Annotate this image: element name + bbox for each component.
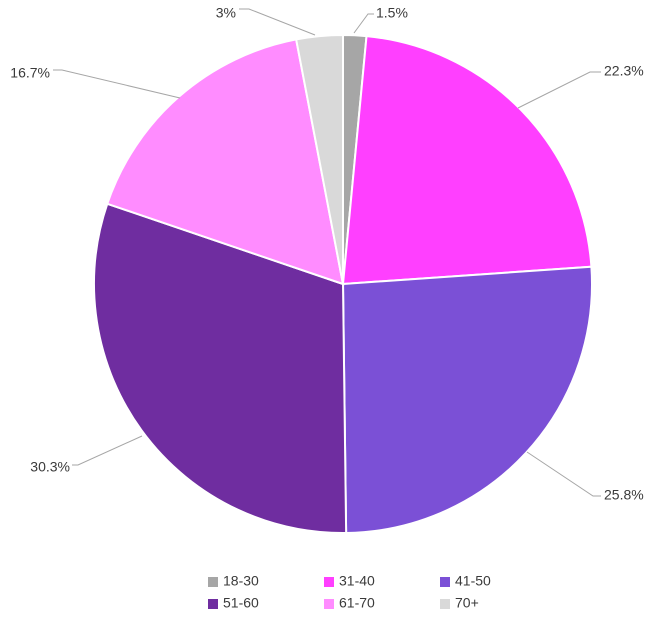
- pie-slice-41-50: [341, 265, 593, 534]
- data-label-70-plus: 3%: [216, 5, 236, 21]
- data-label-18-30: 1.5%: [376, 5, 408, 21]
- legend-item-70-plus: 70+: [440, 595, 479, 611]
- legend-swatch-61-70: [324, 599, 334, 609]
- legend-swatch-31-40: [324, 577, 334, 587]
- legend-label-70-plus: 70+: [455, 595, 479, 611]
- legend-swatch-51-60: [208, 599, 218, 609]
- legend-item-41-50: 41-50: [440, 573, 491, 589]
- leader-line-70-plus: [239, 8, 316, 36]
- pie-slice-31-40: [341, 35, 593, 286]
- legend-label-51-60: 51-60: [223, 595, 259, 611]
- legend: 18-30 31-40 41-50 51-60 61-70 70+: [208, 573, 491, 611]
- data-label-61-70: 16.7%: [10, 65, 50, 81]
- legend-swatch-41-50: [440, 577, 450, 587]
- data-labels-layer: 1.5% 22.3% 25.8% 30.3% 16.7% 3%: [10, 5, 643, 503]
- pie-slice-61-70: [106, 38, 345, 286]
- legend-label-41-50: 41-50: [455, 573, 491, 589]
- legend-swatch-70-plus: [440, 599, 450, 609]
- data-label-31-40: 22.3%: [604, 63, 644, 79]
- leader-line-61-70: [53, 69, 181, 99]
- legend-label-31-40: 31-40: [339, 573, 375, 589]
- leader-line-31-40: [517, 71, 601, 109]
- legend-item-31-40: 31-40: [324, 573, 375, 589]
- pie-slice-51-60: [93, 202, 348, 534]
- data-label-51-60: 30.3%: [30, 459, 70, 475]
- legend-item-18-30: 18-30: [208, 573, 259, 589]
- legend-item-61-70: 61-70: [324, 595, 375, 611]
- legend-item-51-60: 51-60: [208, 595, 259, 611]
- data-label-41-50: 25.8%: [604, 487, 644, 503]
- leader-line-51-60: [72, 435, 143, 466]
- leader-line-18-30: [353, 13, 374, 34]
- legend-swatch-18-30: [208, 577, 218, 587]
- slices-layer: [93, 33, 593, 534]
- legend-label-61-70: 61-70: [339, 595, 375, 611]
- legend-label-18-30: 18-30: [223, 573, 259, 589]
- pie-slice-70-plus: [294, 33, 344, 285]
- leader-lines-layer: [53, 8, 601, 497]
- leader-line-41-50: [526, 451, 601, 497]
